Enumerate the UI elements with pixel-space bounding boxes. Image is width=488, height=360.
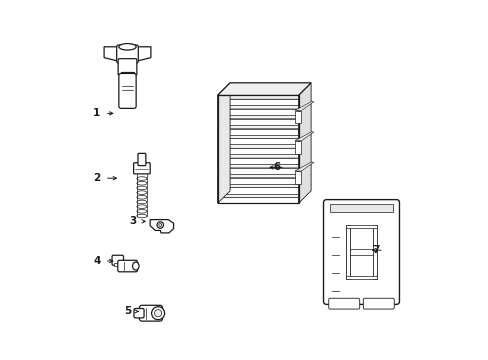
Polygon shape (217, 106, 310, 119)
FancyBboxPatch shape (139, 305, 162, 321)
Polygon shape (217, 129, 298, 135)
Bar (345, 276, 377, 279)
Polygon shape (217, 155, 310, 168)
Polygon shape (217, 116, 310, 129)
Polygon shape (217, 145, 310, 158)
Circle shape (154, 310, 162, 317)
FancyBboxPatch shape (323, 199, 399, 305)
Polygon shape (294, 162, 313, 171)
FancyBboxPatch shape (363, 298, 393, 309)
Text: 6: 6 (273, 162, 280, 172)
FancyBboxPatch shape (118, 59, 137, 75)
FancyBboxPatch shape (134, 309, 144, 318)
Text: 2: 2 (93, 173, 101, 183)
Text: 4: 4 (93, 256, 101, 266)
Polygon shape (217, 83, 310, 95)
Polygon shape (217, 86, 310, 99)
Bar (294, 141, 301, 154)
FancyBboxPatch shape (133, 163, 150, 174)
Text: 5: 5 (123, 306, 131, 316)
Polygon shape (217, 109, 298, 115)
Ellipse shape (137, 210, 146, 213)
Ellipse shape (137, 181, 146, 185)
Polygon shape (217, 185, 310, 197)
Ellipse shape (132, 262, 139, 270)
Polygon shape (217, 96, 310, 109)
Bar (345, 225, 377, 228)
Polygon shape (150, 220, 173, 233)
Polygon shape (294, 132, 313, 141)
Polygon shape (217, 138, 298, 144)
Circle shape (151, 307, 164, 320)
Bar (372, 225, 377, 279)
Text: 1: 1 (93, 108, 101, 118)
Polygon shape (217, 165, 310, 177)
Circle shape (157, 222, 163, 228)
Polygon shape (217, 177, 298, 184)
FancyBboxPatch shape (138, 153, 145, 166)
FancyBboxPatch shape (328, 298, 359, 309)
Ellipse shape (137, 195, 146, 199)
Polygon shape (217, 119, 298, 125)
Bar (114, 263, 121, 266)
Ellipse shape (119, 44, 136, 50)
Polygon shape (136, 47, 151, 61)
Ellipse shape (137, 200, 146, 204)
Ellipse shape (137, 177, 146, 180)
Ellipse shape (137, 186, 146, 190)
Polygon shape (217, 175, 310, 188)
Polygon shape (217, 83, 230, 203)
Polygon shape (217, 148, 298, 154)
FancyBboxPatch shape (117, 45, 138, 63)
Bar (294, 171, 301, 184)
Text: 7: 7 (371, 245, 379, 255)
Polygon shape (217, 99, 298, 105)
Bar (329, 204, 392, 212)
FancyBboxPatch shape (119, 73, 136, 108)
Ellipse shape (137, 205, 146, 208)
Polygon shape (217, 197, 298, 203)
Polygon shape (217, 126, 310, 138)
Bar (121, 72, 134, 77)
Polygon shape (294, 102, 313, 111)
FancyBboxPatch shape (118, 260, 137, 272)
Bar (294, 111, 301, 123)
Ellipse shape (137, 214, 146, 218)
Polygon shape (104, 47, 118, 61)
Text: 3: 3 (129, 216, 136, 226)
Polygon shape (217, 188, 298, 194)
FancyBboxPatch shape (112, 255, 123, 265)
Bar (217, 95, 298, 203)
Polygon shape (217, 136, 310, 148)
Bar (345, 225, 349, 279)
Circle shape (159, 224, 162, 226)
Bar (349, 249, 372, 255)
Polygon shape (298, 83, 310, 203)
Ellipse shape (137, 191, 146, 194)
Polygon shape (217, 158, 298, 164)
Polygon shape (217, 168, 298, 174)
